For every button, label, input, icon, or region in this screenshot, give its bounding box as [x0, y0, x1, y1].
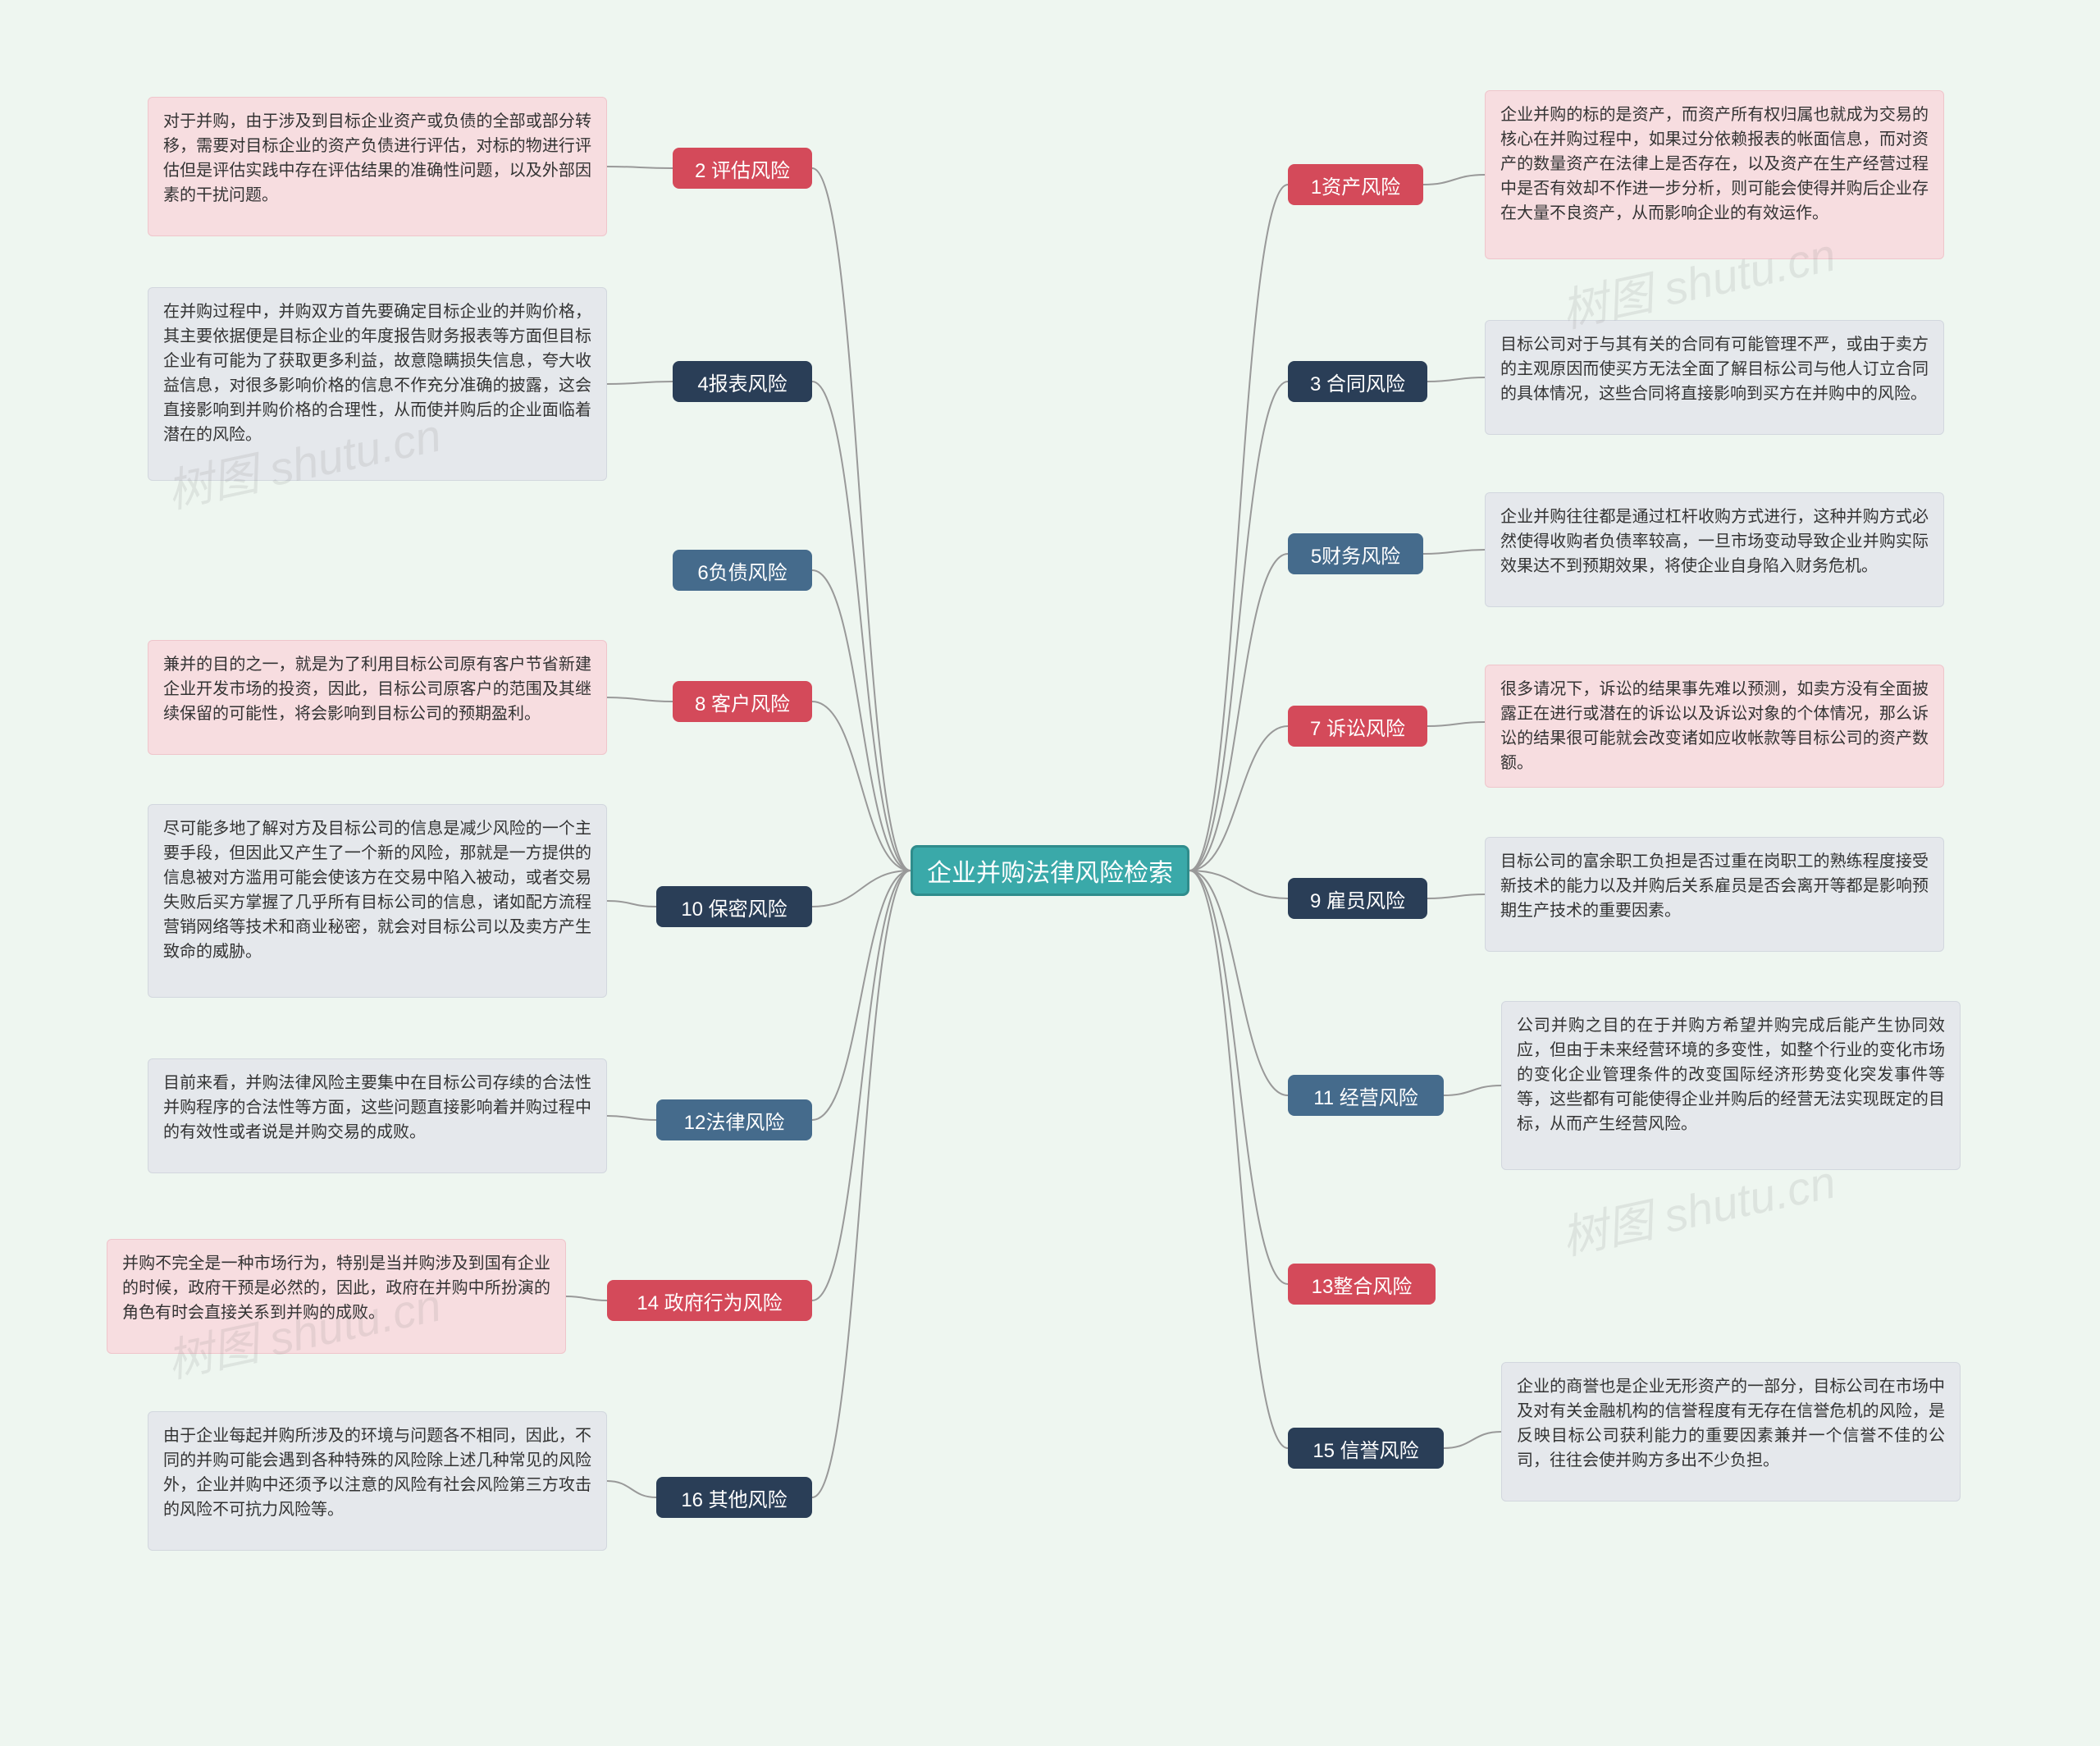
- risk-desc-4: 在并购过程中，并购双方首先要确定目标企业的并购价格，其主要依据便是目标企业的年度…: [148, 287, 607, 481]
- risk-node-3: 3 合同风险: [1288, 361, 1427, 402]
- risk-node-8: 8 客户风险: [673, 681, 812, 722]
- risk-desc-8: 兼并的目的之一，就是为了利用目标公司原有客户节省新建企业开发市场的投资，因此，目…: [148, 640, 607, 755]
- risk-node-9: 9 雇员风险: [1288, 878, 1427, 919]
- risk-node-1: 1资产风险: [1288, 164, 1423, 205]
- risk-desc-11: 公司并购之目的在于并购方希望并购完成后能产生协同效应，但由于未来经营环境的多变性…: [1501, 1001, 1961, 1170]
- risk-desc-1: 企业并购的标的是资产，而资产所有权归属也就成为交易的核心在并购过程中，如果过分依…: [1485, 90, 1944, 259]
- risk-node-13: 13整合风险: [1288, 1264, 1436, 1305]
- center-node: 企业并购法律风险检索: [911, 845, 1189, 896]
- risk-desc-2: 对于并购，由于涉及到目标企业资产或负债的全部或部分转移，需要对目标企业的资产负债…: [148, 97, 607, 236]
- risk-desc-9: 目标公司的富余职工负担是否过重在岗职工的熟练程度接受新技术的能力以及并购后关系雇…: [1485, 837, 1944, 952]
- risk-desc-12: 目前来看，并购法律风险主要集中在目标公司存续的合法性并购程序的合法性等方面，这些…: [148, 1058, 607, 1173]
- risk-node-4: 4报表风险: [673, 361, 812, 402]
- risk-node-6: 6负债风险: [673, 550, 812, 591]
- risk-desc-7: 很多请况下，诉讼的结果事先难以预测，如卖方没有全面披露正在进行或潜在的诉讼以及诉…: [1485, 665, 1944, 788]
- risk-desc-10: 尽可能多地了解对方及目标公司的信息是减少风险的一个主要手段，但因此又产生了一个新…: [148, 804, 607, 998]
- risk-node-7: 7 诉讼风险: [1288, 706, 1427, 747]
- risk-node-10: 10 保密风险: [656, 886, 812, 927]
- risk-desc-16: 由于企业每起并购所涉及的环境与问题各不相同，因此，不同的并购可能会遇到各种特殊的…: [148, 1411, 607, 1551]
- risk-node-5: 5财务风险: [1288, 533, 1423, 574]
- risk-node-2: 2 评估风险: [673, 148, 812, 189]
- risk-desc-5: 企业并购往往都是通过杠杆收购方式进行，这种并购方式必然使得收购者负债率较高，一旦…: [1485, 492, 1944, 607]
- risk-desc-3: 目标公司对于与其有关的合同有可能管理不严，或由于卖方的主观原因而使买方无法全面了…: [1485, 320, 1944, 435]
- risk-node-14: 14 政府行为风险: [607, 1280, 812, 1321]
- risk-node-11: 11 经营风险: [1288, 1075, 1444, 1116]
- risk-desc-14: 并购不完全是一种市场行为，特别是当并购涉及到国有企业的时候，政府干预是必然的，因…: [107, 1239, 566, 1354]
- risk-node-12: 12法律风险: [656, 1099, 812, 1140]
- risk-node-15: 15 信誉风险: [1288, 1428, 1444, 1469]
- risk-desc-15: 企业的商誉也是企业无形资产的一部分，目标公司在市场中及对有关金融机构的信誉程度有…: [1501, 1362, 1961, 1501]
- risk-node-16: 16 其他风险: [656, 1477, 812, 1518]
